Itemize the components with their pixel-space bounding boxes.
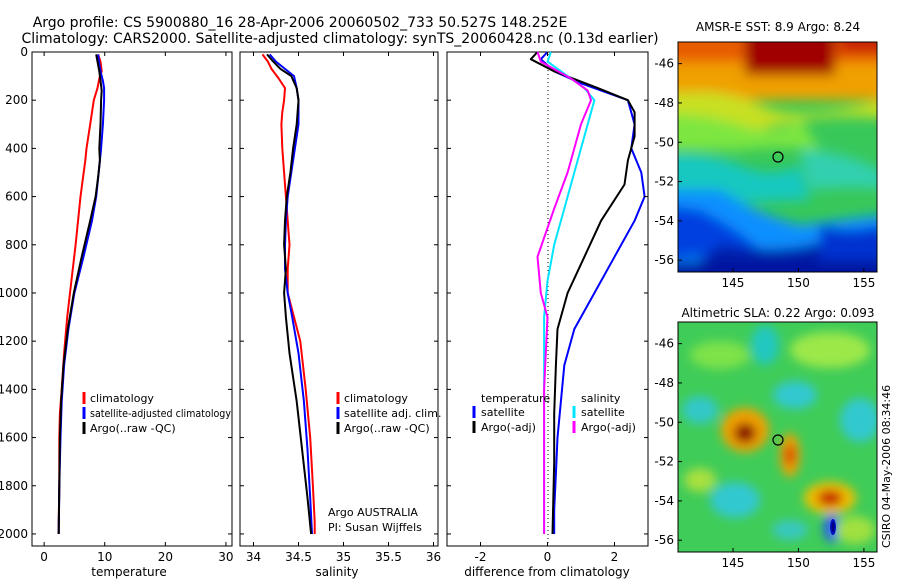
depth-tick-label: 600 [5, 190, 28, 204]
series-line-temperature-satellite [539, 51, 646, 534]
depth-tick-label: 1800 [0, 479, 28, 493]
legend-label-argo: Argo(..raw -QC) [344, 422, 430, 435]
series-line-argo-raw-qc- [57, 54, 103, 535]
depth-tick-label: 800 [5, 238, 28, 252]
x-tick-label: 10 [97, 550, 112, 564]
depth-tick-label: 400 [5, 141, 28, 155]
sla-map-panel: Altimetric SLA: 0.22 Argo: 0.093 [654, 306, 893, 570]
difference-legend: temperature satellite Argo(-adj) salinit… [472, 392, 636, 434]
panel-difference: -2 0 2 difference from climatology [446, 51, 649, 579]
legend-label-climatology: climatology [344, 392, 408, 405]
salinity-xlabel: salinity [315, 565, 358, 579]
longitude-tick-label: 150 [787, 276, 810, 290]
legend-label-sal-argo: Argo(-adj) [581, 421, 636, 434]
temperature-legend: climatology satellite-adjusted climatolo… [82, 392, 231, 435]
legend-label-satellite-adjusted: satellite-adjusted climatology [90, 407, 231, 420]
legend-group-title-temperature: temperature [481, 392, 550, 405]
latitude-tick-label: -46 [654, 337, 674, 351]
depth-tick-label: 200 [5, 93, 28, 107]
x-tick-label: 35.5 [375, 550, 402, 564]
argo-float-marker-sst [772, 151, 784, 163]
salinity-annotation-line-1: Argo AUSTRALIA [328, 506, 418, 519]
depth-tick-label: 1400 [0, 382, 28, 396]
latitude-tick-label: -52 [654, 455, 674, 469]
panel-salinity-frame [239, 51, 439, 547]
series-line-argo-raw-qc- [266, 53, 313, 535]
difference-xlabel: difference from climatology [464, 565, 630, 579]
longitude-tick-label: 145 [722, 276, 745, 290]
latitude-tick-label: -46 [654, 57, 674, 71]
salinity-annotation-line-2: PI: Susan Wijffels [328, 521, 422, 534]
legend-label-temp-satellite: satellite [481, 406, 525, 419]
depth-tick-label: 1000 [0, 286, 28, 300]
latitude-tick-label: -54 [654, 214, 674, 228]
series-line-salinity-satellite [543, 51, 596, 534]
longitude-tick-label: 150 [787, 556, 810, 570]
latitude-tick-label: -56 [654, 533, 674, 547]
x-tick-label: 36 [426, 550, 441, 564]
temperature-xlabel: temperature [91, 565, 166, 579]
legend-label-satellite-adj: satellite adj. clim. [344, 407, 441, 420]
depth-tick-label: 0 [20, 45, 28, 59]
salinity-legend: climatology satellite adj. clim. Argo(..… [336, 392, 441, 435]
series-line-temperature-argo-adj- [529, 51, 636, 535]
sst-heatmap-field [678, 42, 877, 272]
latitude-tick-label: -54 [654, 494, 674, 508]
panel-salinity: 34 34.5 35 35.5 36 salinity Argo AUSTRALIA P… [239, 51, 441, 579]
latitude-tick-label: -52 [654, 175, 674, 189]
latitude-tick-label: -50 [654, 135, 674, 149]
series-line-satellite-adj-clim- [268, 53, 313, 535]
panel-temperature-frame [31, 51, 233, 547]
x-tick-label: 20 [158, 550, 173, 564]
longitude-tick-label: 145 [722, 556, 745, 570]
sla-map-frame [677, 321, 878, 553]
x-tick-label: 35 [336, 550, 351, 564]
latitude-tick-label: -48 [654, 96, 674, 110]
longitude-tick-label: 155 [852, 556, 875, 570]
sst-map-panel: AMSR-E SST: 8.9 Argo: 8.24 145 150 155-4 [654, 20, 878, 290]
argo-float-marker-sla [772, 434, 784, 446]
x-tick-label: 34.5 [285, 550, 312, 564]
series-line-salinity-argo-adj- [536, 51, 592, 534]
sst-map-title: AMSR-E SST: 8.9 Argo: 8.24 [696, 20, 860, 34]
legend-label-argo: Argo(..raw -QC) [90, 422, 176, 435]
legend-label-sal-satellite: satellite [581, 406, 625, 419]
header-line-2: Climatology: CARS2000. Satellite-adjuste… [21, 31, 658, 47]
panel-temperature: 0 10 20 30 0 200 400 600 800 1000 1200 1400 1600 1800… [0, 45, 234, 579]
legend-label-temp-argo: Argo(-adj) [481, 421, 536, 434]
header-line-1: Argo profile: CS 5900880_16 28-Apr-2006 … [33, 15, 568, 31]
csiro-timestamp-label: CSIRO 04-May-2006 08:34:46 [880, 385, 893, 548]
latitude-tick-label: -56 [654, 253, 674, 267]
series-line-climatology [57, 54, 103, 534]
series-line-satellite-adjusted-climatology [57, 54, 106, 535]
x-tick-label: -2 [475, 550, 487, 564]
depth-tick-label: 2000 [0, 527, 28, 541]
x-tick-label: 0 [544, 550, 552, 564]
x-tick-label: 0 [40, 550, 48, 564]
sla-map-title: Altimetric SLA: 0.22 Argo: 0.093 [681, 306, 874, 320]
latitude-tick-label: -48 [654, 376, 674, 390]
depth-tick-label: 1200 [0, 334, 28, 348]
depth-tick-label: 1600 [0, 431, 28, 445]
latitude-tick-label: -50 [654, 415, 674, 429]
longitude-tick-label: 155 [852, 276, 875, 290]
x-tick-label: 2 [611, 550, 619, 564]
legend-group-title-salinity: salinity [581, 392, 621, 405]
sst-map-frame [677, 41, 878, 273]
x-tick-label: 30 [218, 550, 233, 564]
sla-heatmap-field [678, 322, 877, 552]
x-tick-label: 34 [246, 550, 261, 564]
legend-label-climatology: climatology [90, 392, 154, 405]
